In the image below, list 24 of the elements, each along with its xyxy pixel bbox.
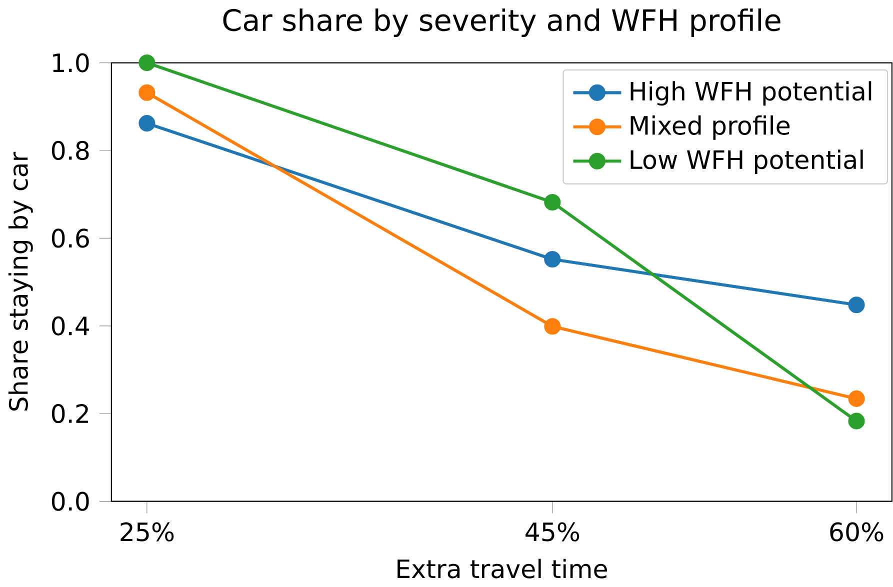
point bbox=[138, 54, 156, 72]
y-tick-label: 0.4 bbox=[52, 316, 90, 336]
x-tick-label: 25% bbox=[120, 522, 174, 542]
y-axis-title: Share staying by car bbox=[8, 152, 33, 411]
point bbox=[544, 318, 561, 335]
chart-title: Car share by severity and WFH profile bbox=[223, 8, 780, 38]
y-tick-label: 0.2 bbox=[52, 404, 88, 424]
point bbox=[848, 412, 865, 430]
y-tick-label: 0.8 bbox=[52, 141, 89, 160]
point bbox=[544, 251, 561, 268]
point bbox=[138, 115, 156, 132]
point bbox=[544, 194, 561, 211]
x-axis-title: Extra travel time bbox=[398, 558, 607, 578]
legend-label: Low WFH potential bbox=[630, 150, 863, 174]
point bbox=[138, 84, 156, 101]
x-tick-label: 60% bbox=[830, 522, 884, 542]
legend-label: High WFH potential bbox=[630, 81, 872, 106]
y-tick-label: 1.0 bbox=[53, 53, 89, 72]
point bbox=[848, 296, 865, 314]
y-tick-label: 0.0 bbox=[52, 492, 89, 511]
x-tick-label: 45% bbox=[526, 522, 580, 542]
point bbox=[848, 390, 865, 408]
legend-label: Mixed profile bbox=[630, 115, 790, 140]
y-tick-label: 0.6 bbox=[52, 228, 89, 248]
